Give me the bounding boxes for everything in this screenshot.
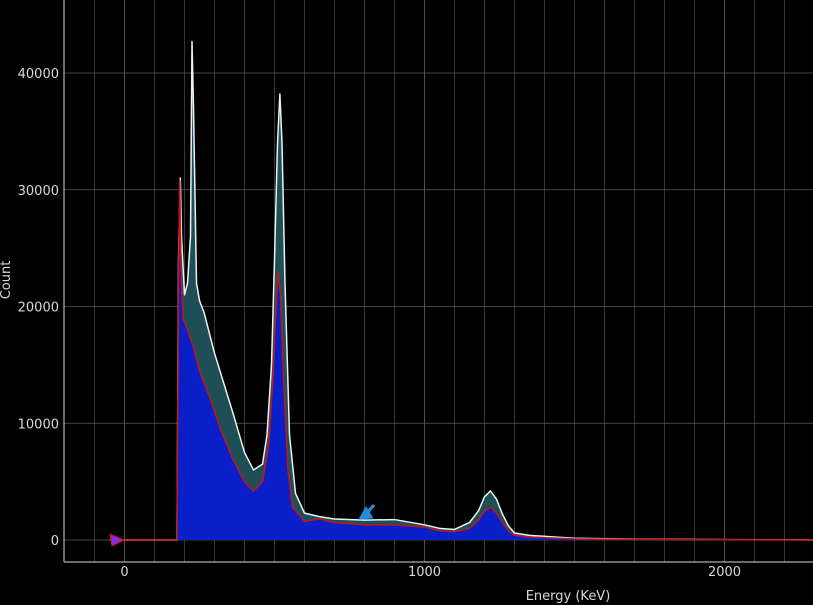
y-axis-label: Count	[0, 261, 14, 300]
y-tick-label: 0	[51, 534, 59, 549]
marker-arrow-icon	[358, 504, 376, 520]
markers	[109, 504, 376, 547]
series-2-line	[109, 179, 813, 541]
left-arrow-icon	[109, 533, 126, 547]
y-tick-label: 40000	[18, 67, 59, 82]
x-tick-label: 0	[120, 565, 128, 580]
x-tick-label: 1000	[408, 565, 441, 580]
y-tick-label: 30000	[18, 184, 59, 199]
series-2-fill	[109, 180, 813, 540]
series-2-area	[109, 179, 813, 541]
y-tick-label: 20000	[18, 301, 59, 316]
x-axis-label: Energy (KeV)	[526, 589, 611, 604]
axes	[63, 0, 813, 563]
series-1-line	[109, 40, 813, 541]
y-tick-label: 10000	[18, 417, 59, 432]
x-tick-label: 2000	[708, 565, 741, 580]
